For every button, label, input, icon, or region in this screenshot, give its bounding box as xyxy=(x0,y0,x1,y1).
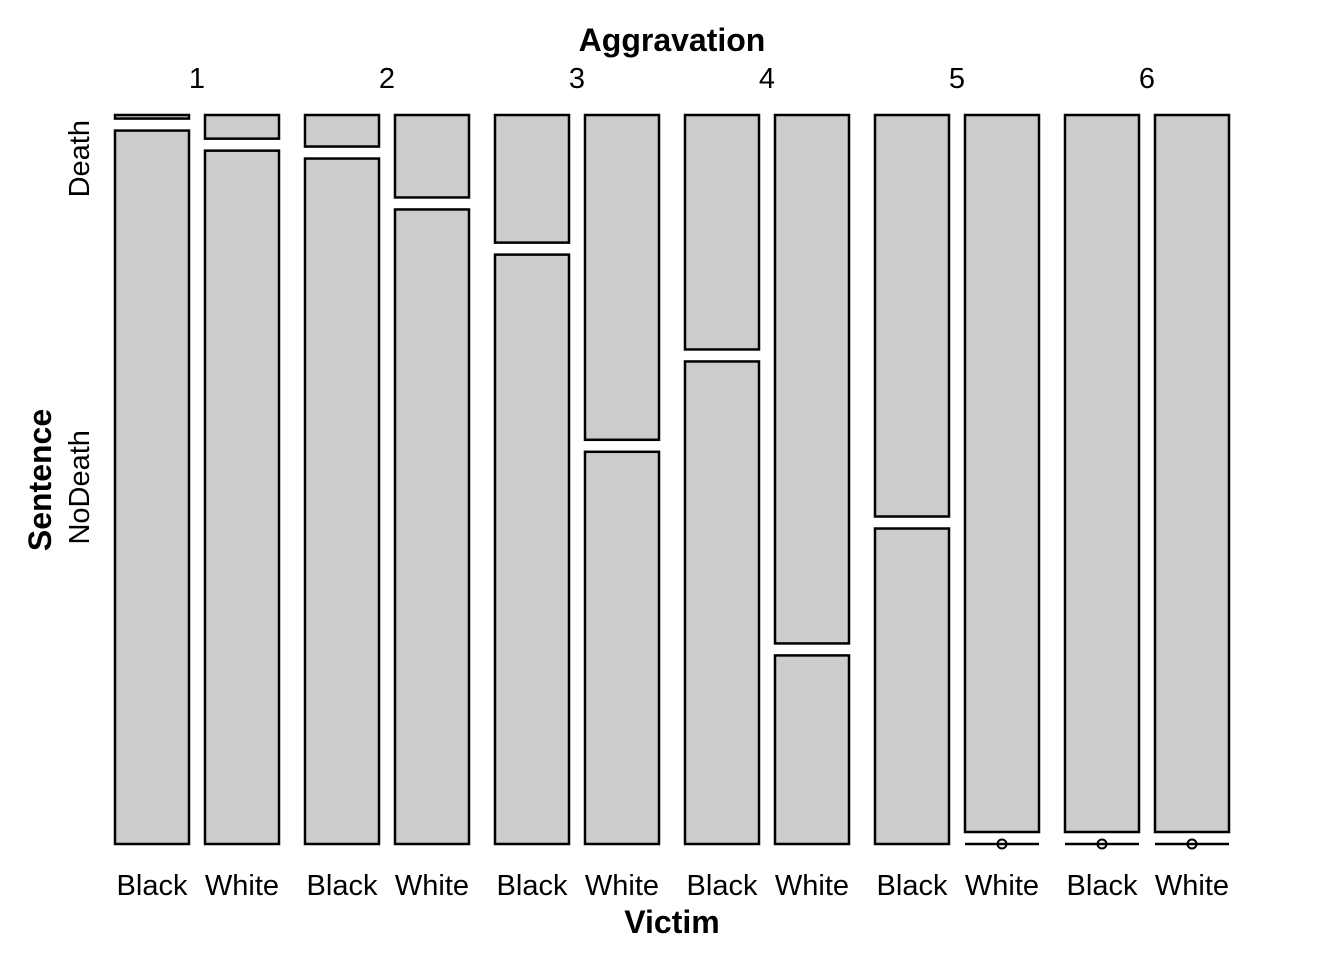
cell-death xyxy=(1153,113,1231,834)
empty-cell-marker xyxy=(996,838,1008,850)
cell-death xyxy=(113,113,191,120)
victim-label: Black xyxy=(687,870,758,902)
bottom-axis-title: Victim xyxy=(624,904,719,940)
aggravation-label: 1 xyxy=(189,63,205,95)
cell-nodeath xyxy=(873,527,951,846)
victim-label: White xyxy=(205,870,279,902)
aggravation-label: 2 xyxy=(379,63,395,95)
cell-death xyxy=(873,113,951,518)
victim-label: White xyxy=(1155,870,1229,902)
cell-nodeath xyxy=(773,654,851,846)
cell-nodeath xyxy=(683,360,761,846)
cell-nodeath xyxy=(203,149,281,846)
cell-nodeath xyxy=(113,129,191,846)
cell-death xyxy=(773,113,851,645)
tick-labels: 1 Black White 2 Black White 3 Black White 4 Black W… xyxy=(64,63,1229,902)
victim-label: Black xyxy=(877,870,948,902)
cell-death xyxy=(493,113,571,244)
victim-label: Black xyxy=(307,870,378,902)
cell-death xyxy=(683,113,761,351)
cell-death xyxy=(393,113,471,199)
empty-cell-marker xyxy=(1186,838,1198,850)
aggravation-label: 3 xyxy=(569,63,585,95)
victim-label: White xyxy=(965,870,1039,902)
sentence-label: NoDeath xyxy=(64,430,96,544)
cell-death xyxy=(1063,113,1141,834)
aggravation-label: 5 xyxy=(949,63,965,95)
cell-death xyxy=(583,113,661,442)
cell-nodeath xyxy=(493,253,571,846)
victim-label: White xyxy=(585,870,659,902)
victim-label: White xyxy=(395,870,469,902)
cell-nodeath xyxy=(393,208,471,846)
cell-death xyxy=(303,113,381,148)
cell-death xyxy=(963,113,1041,834)
victim-label: Black xyxy=(117,870,188,902)
cell-nodeath xyxy=(303,157,381,846)
cell-death xyxy=(203,113,281,140)
empty-cell-marker xyxy=(1096,838,1108,850)
top-axis-title: Aggravation xyxy=(579,22,766,58)
left-axis-title: Sentence xyxy=(22,409,58,551)
aggravation-label: 6 xyxy=(1139,63,1155,95)
victim-label: Black xyxy=(497,870,568,902)
victim-label: White xyxy=(775,870,849,902)
sentence-label: Death xyxy=(64,120,96,197)
cell-nodeath xyxy=(583,450,661,846)
mosaic-cells xyxy=(113,113,1231,850)
victim-label: Black xyxy=(1067,870,1138,902)
aggravation-label: 4 xyxy=(759,63,775,95)
